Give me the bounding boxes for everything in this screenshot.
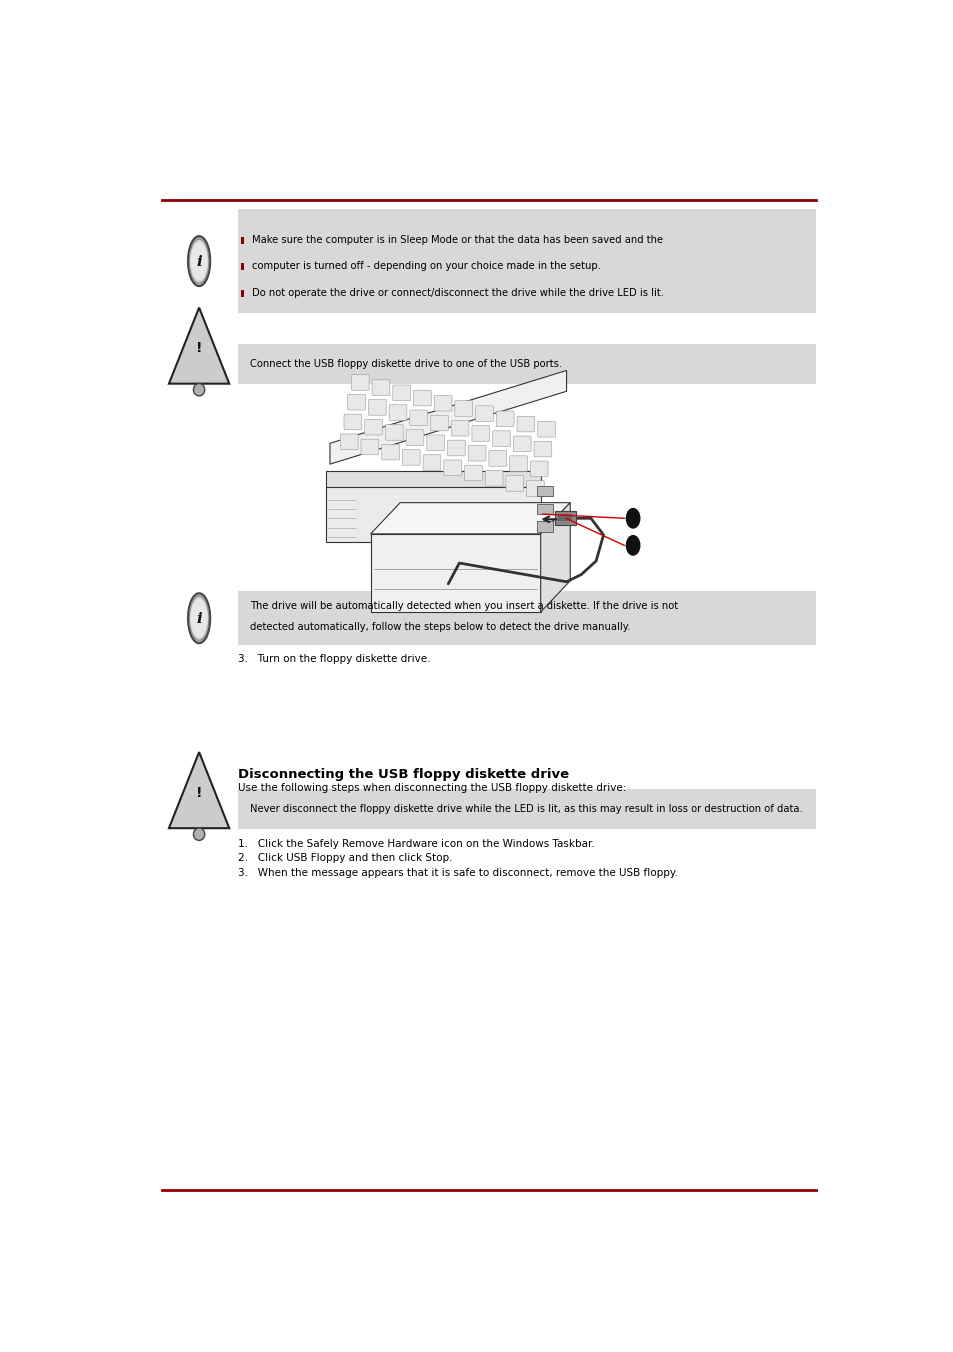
Text: Never disconnect the floppy diskette drive while the LED is lit, as this may res: Never disconnect the floppy diskette dri… xyxy=(250,803,802,814)
FancyBboxPatch shape xyxy=(468,445,485,461)
FancyBboxPatch shape xyxy=(402,450,419,465)
Text: 1.   Click the Safely Remove Hardware icon on the Windows Taskbar.: 1. Click the Safely Remove Hardware icon… xyxy=(237,838,594,849)
FancyBboxPatch shape xyxy=(472,426,489,441)
FancyBboxPatch shape xyxy=(413,391,431,406)
FancyBboxPatch shape xyxy=(447,441,465,456)
FancyBboxPatch shape xyxy=(451,420,469,437)
FancyBboxPatch shape xyxy=(537,422,555,437)
FancyBboxPatch shape xyxy=(492,431,510,446)
Polygon shape xyxy=(326,472,540,487)
Polygon shape xyxy=(169,307,229,384)
Text: Do not operate the drive or connect/disconnect the drive while the drive LED is : Do not operate the drive or connect/disc… xyxy=(252,288,663,299)
Polygon shape xyxy=(540,503,570,612)
FancyBboxPatch shape xyxy=(517,416,535,431)
FancyBboxPatch shape xyxy=(505,476,523,491)
Ellipse shape xyxy=(188,237,210,287)
FancyBboxPatch shape xyxy=(537,485,553,496)
Ellipse shape xyxy=(189,596,209,641)
FancyBboxPatch shape xyxy=(393,385,410,400)
Polygon shape xyxy=(330,370,566,464)
Text: !: ! xyxy=(195,341,202,356)
FancyBboxPatch shape xyxy=(537,522,553,531)
FancyBboxPatch shape xyxy=(496,411,514,427)
Text: detected automatically, follow the steps below to detect the drive manually.: detected automatically, follow the steps… xyxy=(250,622,630,631)
Ellipse shape xyxy=(191,242,208,280)
FancyBboxPatch shape xyxy=(488,450,506,466)
FancyBboxPatch shape xyxy=(360,439,378,454)
FancyBboxPatch shape xyxy=(344,414,361,430)
Ellipse shape xyxy=(188,594,210,644)
Polygon shape xyxy=(326,487,540,542)
Text: i: i xyxy=(196,612,202,626)
Text: Make sure the computer is in Sleep Mode or that the data has been saved and the: Make sure the computer is in Sleep Mode … xyxy=(252,235,662,245)
FancyBboxPatch shape xyxy=(381,445,399,460)
FancyBboxPatch shape xyxy=(426,435,444,450)
FancyBboxPatch shape xyxy=(372,380,390,395)
Text: The drive will be automatically detected when you insert a diskette. If the driv: The drive will be automatically detected… xyxy=(250,600,678,611)
Text: !: ! xyxy=(195,786,202,800)
Text: 3.   When the message appears that it is safe to disconnect, remove the USB flop: 3. When the message appears that it is s… xyxy=(237,868,677,877)
FancyBboxPatch shape xyxy=(485,470,502,485)
Circle shape xyxy=(625,535,639,556)
FancyBboxPatch shape xyxy=(534,441,551,457)
FancyBboxPatch shape xyxy=(464,465,482,481)
Circle shape xyxy=(625,508,639,529)
FancyBboxPatch shape xyxy=(443,460,461,476)
FancyBboxPatch shape xyxy=(530,461,547,477)
Text: computer is turned off - depending on your choice made in the setup.: computer is turned off - depending on yo… xyxy=(252,261,600,272)
FancyBboxPatch shape xyxy=(430,415,448,431)
Text: Connect the USB floppy diskette drive to one of the USB ports.: Connect the USB floppy diskette drive to… xyxy=(250,360,561,369)
FancyBboxPatch shape xyxy=(241,262,244,270)
FancyBboxPatch shape xyxy=(526,481,544,496)
Text: 2.   Click USB Floppy and then click Stop.: 2. Click USB Floppy and then click Stop. xyxy=(237,853,452,864)
FancyBboxPatch shape xyxy=(237,345,815,384)
Text: i: i xyxy=(196,256,202,269)
FancyBboxPatch shape xyxy=(434,395,452,411)
FancyBboxPatch shape xyxy=(513,437,531,452)
FancyBboxPatch shape xyxy=(558,514,571,522)
FancyBboxPatch shape xyxy=(385,425,403,441)
Ellipse shape xyxy=(193,384,205,396)
Polygon shape xyxy=(370,503,570,534)
FancyBboxPatch shape xyxy=(237,790,815,829)
Ellipse shape xyxy=(189,239,209,283)
FancyBboxPatch shape xyxy=(237,591,815,645)
FancyBboxPatch shape xyxy=(476,406,493,422)
FancyBboxPatch shape xyxy=(241,289,244,297)
Text: 3.   Turn on the floppy diskette drive.: 3. Turn on the floppy diskette drive. xyxy=(237,653,430,664)
FancyBboxPatch shape xyxy=(237,210,815,314)
FancyBboxPatch shape xyxy=(509,456,527,472)
FancyBboxPatch shape xyxy=(389,404,406,420)
Polygon shape xyxy=(169,752,229,829)
FancyBboxPatch shape xyxy=(340,434,357,450)
Text: Use the following steps when disconnecting the USB floppy diskette drive:: Use the following steps when disconnecti… xyxy=(237,783,625,792)
FancyBboxPatch shape xyxy=(455,400,472,416)
FancyBboxPatch shape xyxy=(555,511,576,525)
FancyBboxPatch shape xyxy=(406,430,423,445)
Ellipse shape xyxy=(191,599,208,637)
FancyBboxPatch shape xyxy=(347,395,365,410)
FancyBboxPatch shape xyxy=(351,375,369,391)
Ellipse shape xyxy=(193,827,205,841)
FancyBboxPatch shape xyxy=(368,400,386,415)
FancyBboxPatch shape xyxy=(410,410,427,426)
Polygon shape xyxy=(370,534,540,612)
FancyBboxPatch shape xyxy=(537,504,553,514)
FancyBboxPatch shape xyxy=(241,237,244,243)
FancyBboxPatch shape xyxy=(423,454,440,470)
Text: Disconnecting the USB floppy diskette drive: Disconnecting the USB floppy diskette dr… xyxy=(237,768,568,781)
FancyBboxPatch shape xyxy=(364,419,382,435)
